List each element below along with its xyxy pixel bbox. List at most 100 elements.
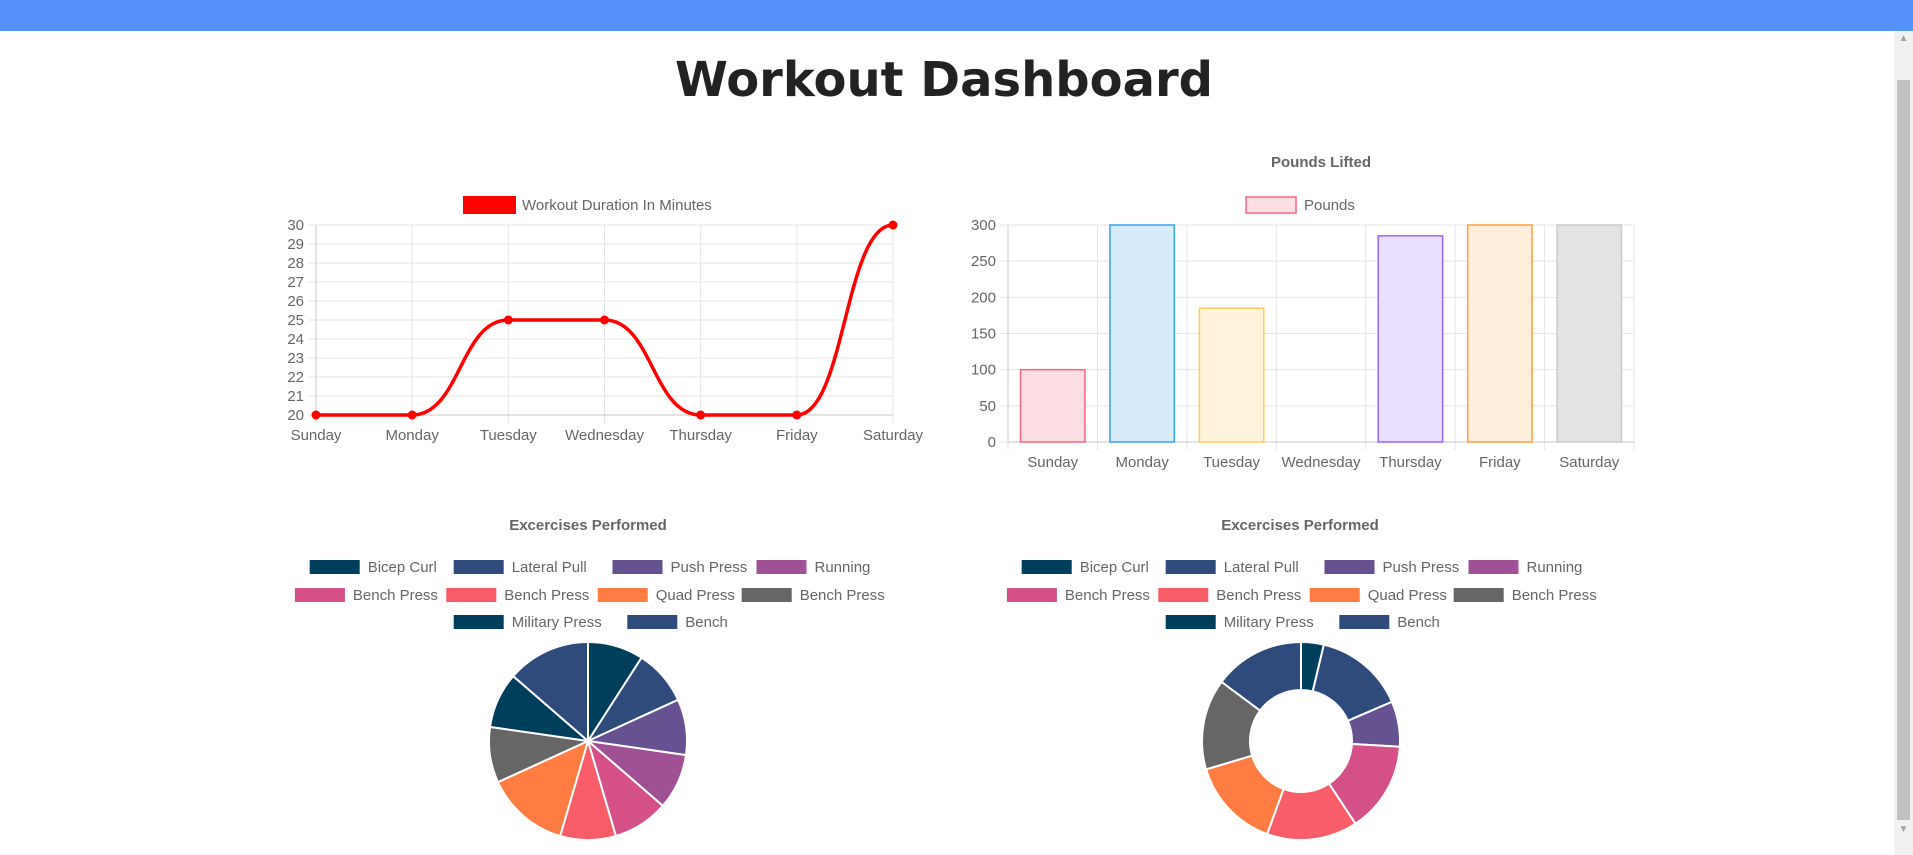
pie-legend-swatch [453, 560, 504, 574]
line-y-tick-label: 24 [287, 331, 304, 348]
pie-legend-label: Bench Press [353, 587, 438, 604]
bar-y-tick-label: 50 [979, 398, 996, 415]
line-y-tick-label: 23 [287, 350, 304, 367]
doughnut-legend-label: Military Press [1224, 614, 1314, 631]
top-bar [0, 0, 1913, 31]
scroll-up-arrow-icon[interactable]: ▲ [1898, 33, 1909, 44]
pie-legend-swatch [612, 560, 663, 574]
workout-duration-line-chart: Workout Duration In Minutes 30 29 28 27 26 25 2… [287, 196, 924, 444]
line-y-tick-label: 26 [287, 293, 304, 310]
doughnut-legend-swatch [1453, 588, 1504, 602]
pie-legend-label: Lateral Pull [512, 559, 587, 576]
line-data-point [407, 410, 417, 420]
line-legend-label: Workout Duration In Minutes [522, 197, 712, 214]
line-data-point [503, 315, 513, 325]
doughnut-legend-label: Push Press [1383, 559, 1460, 576]
pie-legend-swatch [597, 588, 648, 602]
doughnut-legend-label: Bench Press [1512, 587, 1597, 604]
bar [1198, 307, 1265, 443]
bar-legend-label: Pounds [1304, 197, 1355, 214]
pie-slice [511, 640, 589, 744]
pie-legend-swatch [627, 615, 678, 629]
bar-chart-title: Pounds Lifted [1271, 154, 1371, 171]
line-legend-swatch [463, 196, 516, 214]
line-y-tick-label: 28 [287, 255, 304, 272]
doughnut-legend-swatch [1165, 560, 1216, 574]
pie-legend-label: Bench [685, 614, 728, 631]
doughnut-legend-label: Lateral Pull [1224, 559, 1299, 576]
line-x-tick-label: Friday [776, 427, 818, 444]
line-data-point [600, 315, 609, 325]
bar-legend-swatch [1245, 196, 1297, 214]
pie-legend-swatch [294, 588, 345, 602]
doughnut-legend-swatch [1468, 560, 1519, 574]
page-title: Workout Dashboard [674, 52, 1214, 108]
pie-legend-label: Bicep Curl [368, 559, 437, 576]
pie-legend-label: Bench Press [504, 587, 589, 604]
doughnut-legend-swatch [1021, 560, 1072, 574]
pie-legend-swatch [309, 560, 360, 574]
line-data-point [792, 410, 802, 420]
line-x-tick-label: Wednesday [565, 427, 644, 444]
bar-x-tick-label: Thursday [1379, 454, 1442, 471]
doughnut-legend-label: Bench [1397, 614, 1440, 631]
line-data-point [696, 410, 706, 420]
pie-legend-swatch [453, 615, 504, 629]
doughnut-legend-swatch [1339, 615, 1390, 629]
bar [1466, 224, 1533, 443]
line-series-path [316, 223, 894, 417]
doughnut-slice [1204, 754, 1285, 836]
pie-legend-swatch [741, 588, 792, 602]
bar [1377, 235, 1444, 443]
doughnut-legend-label: Running [1527, 559, 1583, 576]
line-data-point [311, 410, 321, 420]
doughnut-legend-label: Bench Press [1065, 587, 1150, 604]
bar-x-tick-label: Monday [1115, 454, 1169, 471]
pie-legend-label: Quad Press [656, 587, 735, 604]
line-x-tick-label: Sunday [291, 427, 342, 444]
pie-legend-label: Military Press [512, 614, 602, 631]
pounds-lifted-bar-chart: Pounds Lifted Pounds 300 250 200 150 100 50 0 Sun… [971, 154, 1635, 471]
pie-legend-swatch [446, 588, 497, 602]
scroll-down-arrow-icon[interactable]: ▼ [1898, 824, 1909, 835]
doughnut-slice [1220, 640, 1302, 712]
pie-legend-swatch [756, 560, 807, 574]
bar-y-tick-label: 300 [971, 217, 996, 234]
line-x-tick-label: Saturday [863, 427, 924, 444]
doughnut-legend-label: Quad Press [1368, 587, 1447, 604]
bar-x-tick-label: Saturday [1559, 454, 1620, 471]
line-y-tick-label: 21 [287, 388, 304, 405]
line-x-tick-label: Thursday [669, 427, 732, 444]
pie-chart-title: Excercises Performed [509, 517, 667, 534]
doughnut-legend-swatch [1324, 560, 1375, 574]
line-y-tick-label: 27 [287, 274, 304, 291]
bar [1019, 368, 1086, 443]
doughnut-legend-swatch [1006, 588, 1057, 602]
doughnut-legend-label: Bench Press [1216, 587, 1301, 604]
bar-x-tick-label: Tuesday [1203, 454, 1260, 471]
pie-legend-label: Running [815, 559, 871, 576]
exercises-doughnut-chart: Excercises Performed Bicep Curl Lateral Pu… [1006, 517, 1597, 841]
doughnut-legend-swatch [1158, 588, 1209, 602]
exercises-pie-chart: Excercises Performed Bicep Curl Lateral Pu… [294, 517, 885, 841]
line-x-tick-label: Monday [385, 427, 439, 444]
bar-y-tick-label: 0 [988, 434, 996, 451]
line-x-tick-label: Tuesday [480, 427, 537, 444]
bar-x-tick-label: Wednesday [1282, 454, 1361, 471]
bar-x-tick-label: Sunday [1027, 454, 1078, 471]
bar-y-tick-label: 150 [971, 326, 996, 343]
bar-y-tick-label: 200 [971, 289, 996, 306]
bar-y-tick-label: 250 [971, 253, 996, 270]
bar-y-tick-label: 100 [971, 362, 996, 379]
doughnut-chart-title: Excercises Performed [1221, 517, 1379, 534]
line-y-tick-label: 20 [287, 407, 304, 424]
pie-legend-label: Bench Press [800, 587, 885, 604]
line-y-tick-label: 25 [287, 312, 304, 329]
doughnut-legend-label: Bicep Curl [1080, 559, 1149, 576]
pie-slice [496, 739, 590, 838]
doughnut-legend-swatch [1309, 588, 1360, 602]
line-y-tick-label: 29 [287, 236, 304, 253]
pie-legend-label: Push Press [671, 559, 748, 576]
line-y-tick-label: 22 [287, 369, 304, 386]
scrollbar-thumb[interactable] [1897, 80, 1910, 820]
